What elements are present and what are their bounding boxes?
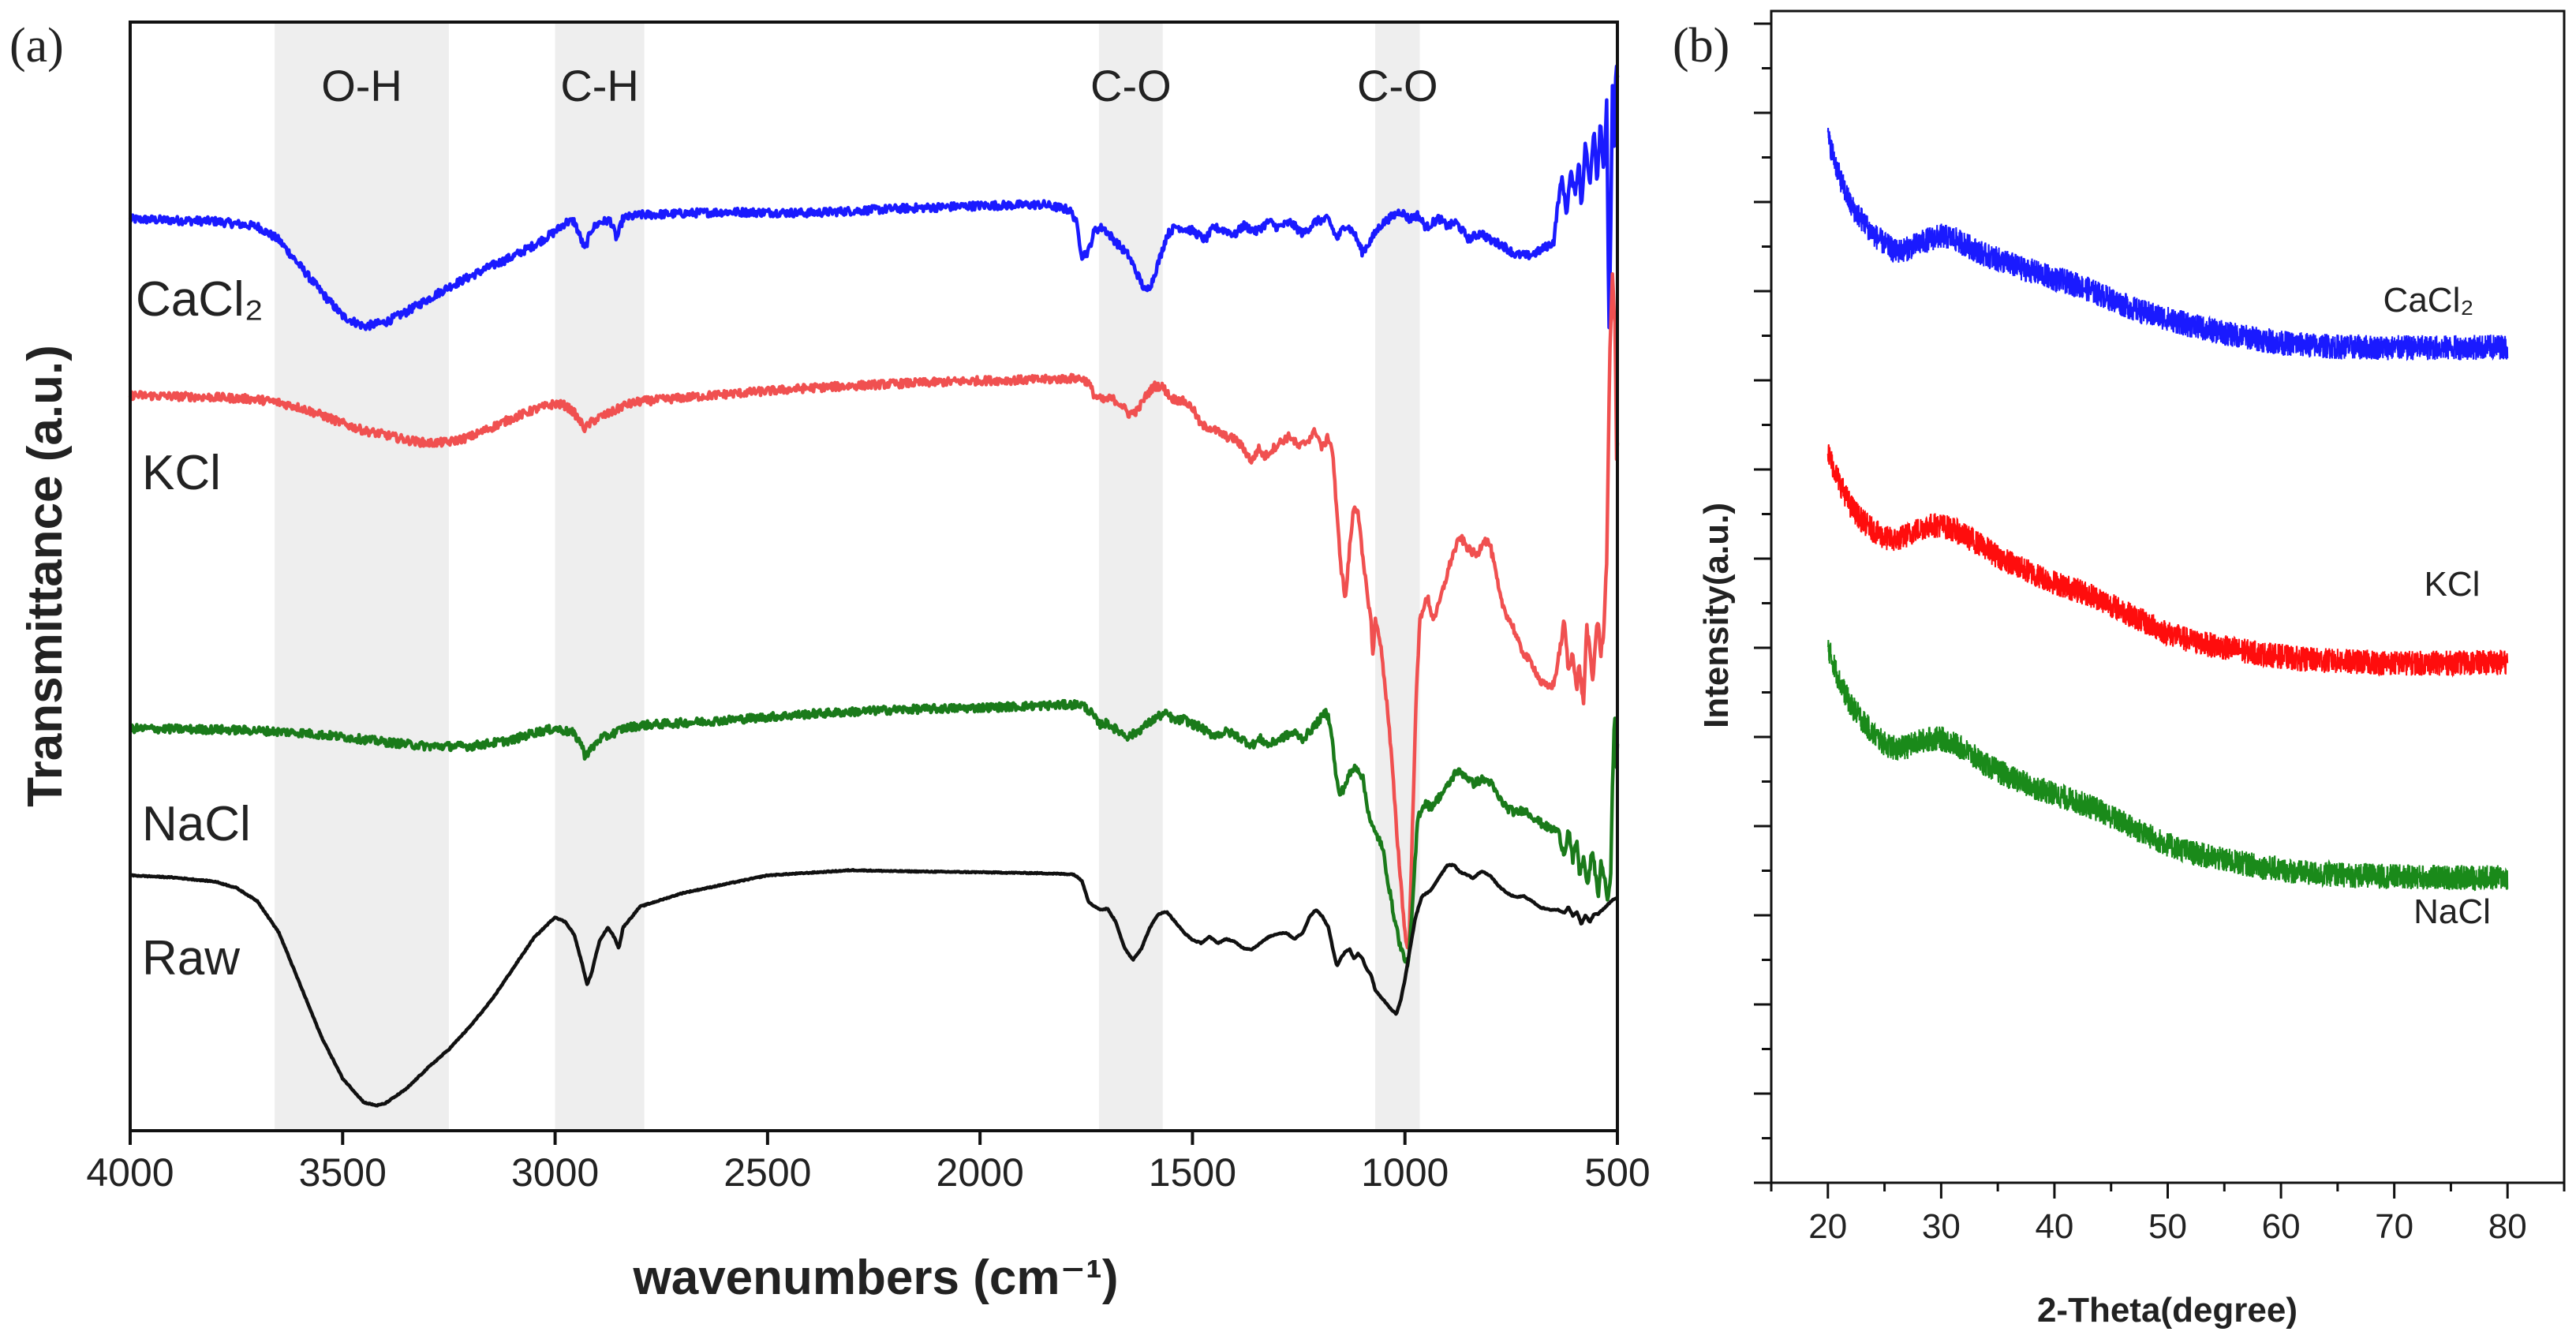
highlight-bands (275, 22, 1420, 1131)
xrd-label-cacl2: CaCl₂ (2383, 281, 2474, 320)
ftir-series (128, 64, 1620, 1108)
band-label-2: C-O (1090, 61, 1172, 110)
xrd-xtick-label-60: 60 (2262, 1207, 2301, 1246)
band-label-0: O-H (321, 61, 402, 110)
ftir-trace-nacl (128, 698, 1620, 968)
ftir-xtick-label-4000: 4000 (86, 1150, 174, 1195)
ftir-series-labels: CaCl₂ KCl NaCl Raw (136, 272, 264, 986)
band-label-3: C-O (1357, 61, 1438, 110)
ftir-panel: (a) 4000 3500 3000 2500 2000 1500 1000 500 O-H C… (9, 19, 1651, 1305)
xrd-xtick-label-70: 70 (2375, 1207, 2413, 1246)
band-c-o-2 (1098, 22, 1163, 1131)
ftir-xtick-label-2500: 2500 (723, 1150, 811, 1195)
xrd-trace-cacl (1826, 128, 2509, 361)
band-label-1: C-H (560, 61, 639, 110)
xrd-series (1826, 128, 2509, 892)
band-c-o-3 (1375, 22, 1420, 1131)
ftir-trace-cacl (128, 64, 1620, 331)
xrd-xtick-label-80: 80 (2488, 1207, 2527, 1246)
ftir-xtick-label-3500: 3500 (299, 1150, 387, 1195)
series-label-raw: Raw (142, 931, 240, 986)
xrd-label-nacl: NaCl (2413, 892, 2491, 931)
ftir-y-axis-title: Transmittance (a.u.) (18, 345, 73, 807)
xrd-axes: 20 30 40 50 60 70 80 (1754, 22, 2566, 1246)
xrd-xtick-label-50: 50 (2148, 1207, 2187, 1246)
ftir-trace-kcl (128, 271, 1620, 950)
xrd-y-axis-title: Intensity(a.u.) (1697, 503, 1736, 728)
band-labels: O-H C-H C-O C-O (321, 61, 1438, 110)
series-label-cacl2: CaCl₂ (136, 272, 264, 327)
band-c-h-1 (555, 22, 645, 1131)
series-label-kcl: KCl (142, 446, 221, 500)
ftir-xtick-label-1000: 1000 (1361, 1150, 1449, 1195)
xrd-series-labels: CaCl₂ KCl NaCl (2383, 281, 2491, 931)
ftir-xtick-label-1500: 1500 (1149, 1150, 1236, 1195)
ftir-plot-frame (129, 21, 1619, 1132)
series-label-nacl: NaCl (142, 797, 251, 851)
xrd-xtick-label-20: 20 (1808, 1207, 1847, 1246)
xrd-label-kcl: KCl (2425, 565, 2481, 604)
ftir-xtick-label-500: 500 (1584, 1150, 1650, 1195)
xrd-x-axis-title: 2-Theta(degree) (2037, 1291, 2297, 1330)
panel-a-label: (a) (9, 19, 64, 73)
ftir-xtick-label-3000: 3000 (511, 1150, 599, 1195)
ftir-x-axis: 4000 3500 3000 2500 2000 1500 1000 500 (86, 1131, 1651, 1195)
xrd-trace-nacl (1826, 640, 2509, 892)
xrd-trace-kcl (1826, 444, 2509, 678)
ftir-x-axis-title: wavenumbers (cm⁻¹) (632, 1251, 1118, 1305)
ftir-trace-raw (129, 862, 1619, 1108)
xrd-xtick-label-30: 30 (1922, 1207, 1961, 1246)
panel-b-label: (b) (1673, 19, 1729, 73)
band-o-h-0 (275, 22, 449, 1131)
xrd-panel: (b) 20 30 40 50 60 70 80 CaCl₂ KCl NaCl 2-Thet… (1673, 9, 2566, 1330)
xrd-xtick-label-40: 40 (2035, 1207, 2073, 1246)
ftir-xtick-label-2000: 2000 (937, 1150, 1024, 1195)
